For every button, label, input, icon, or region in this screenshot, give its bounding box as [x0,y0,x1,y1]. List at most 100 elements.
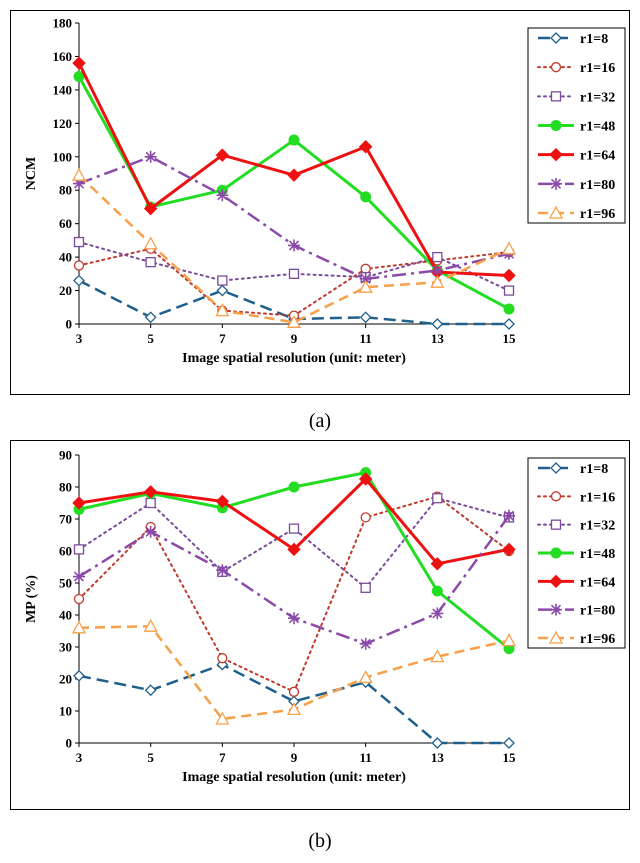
chart-b-legend-swatch-marker [550,519,562,530]
chart-b-x-tick-label: 13 [431,750,445,765]
chart-a-x-tick-label: 3 [76,331,83,346]
chart-a-legend-item-r1=64: r1=64 [538,147,615,164]
chart-b-data-point-r1=32 [360,582,371,593]
chart-b-data-point-r1=64 [72,496,86,510]
chart-a-y-tick-label: 40 [59,250,72,265]
chart-b-data-point-r1=8 [431,737,444,749]
chart-b-y-tick-label: 0 [66,736,73,751]
chart-a-legend-label: r1=80 [580,178,615,193]
chart-a-series-r1=16 [73,243,515,321]
chart-a-legend: r1=8 r1=16 r1=32 r1=48 r1=64 r1=80 r1=96 [527,27,626,224]
chart-b-y-tick-label: 90 [59,448,72,463]
chart-b-data-point-r1=96 [501,633,517,647]
chart-a-x-tick-label: 5 [147,331,154,346]
chart-b-series-r1=96 [71,618,517,725]
chart-b-data-point-r1=64 [143,485,158,499]
chart-a-data-point-r1=32 [503,285,515,296]
chart-a-data-point-r1=64 [72,56,86,70]
chart-a-data-point-r1=96 [143,236,158,250]
chart-b-data-point-r1=48 [288,481,300,493]
chart-b-legend: r1=8 r1=16 r1=32 r1=48 r1=64 r1=80 r1=96 [527,457,626,649]
chart-b-data-point-r1=80 [73,570,85,583]
chart-b-y-axis-title: MP (%) [24,575,39,623]
chart-panel-b: 0 10 20 30 40 50 60 70 80 90 3 5 7 9 11 13 15 Image spati… [10,440,630,810]
chart-b-data-point-r1=32 [288,523,300,534]
chart-a-y-tick-label: 60 [59,216,72,231]
chart-b-data-point-r1=80 [144,525,157,538]
chart-b-y-tick-label: 70 [59,512,72,527]
chart-a-data-point-r1=96 [215,303,230,317]
chart-b-data-point-r1=16 [288,686,300,697]
chart-b-svg: 0 10 20 30 40 50 60 70 80 90 3 5 7 9 11 13 15 Image spati… [24,448,626,785]
chart-a-data-point-r1=96 [286,314,302,328]
chart-b-data-point-r1=64 [502,542,516,557]
chart-b-series-r1=80 [73,509,515,650]
chart-b-x-tick-label: 7 [219,750,226,765]
chart-a-x-tick-label: 15 [503,331,517,346]
chart-a-data-point-r1=64 [143,201,158,216]
chart-a-data-point-r1=32 [288,268,300,279]
chart-b-legend-label: r1=80 [580,604,615,619]
chart-b-x-tick-label: 15 [503,750,517,765]
chart-b-legend-item-r1=80: r1=80 [538,604,615,619]
chart-b-legend-item-r1=48: r1=48 [538,547,615,562]
chart-a-data-point-r1=96 [501,241,517,255]
chart-a-legend-item-r1=48: r1=48 [538,120,615,135]
chart-b-series-r1=16 [73,491,515,697]
chart-a-data-point-r1=64 [215,148,230,162]
chart-a-legend-item-r1=80: r1=80 [538,177,615,193]
chart-a-legend-swatch-marker [550,177,562,190]
chart-b-data-point-r1=96 [430,649,445,663]
caption-a: (a) [308,410,332,432]
chart-a-svg: 0 20 40 60 80 100 120 140 160 180 3 5 7 9 11 13 15 Image … [24,16,626,366]
chart-a-legend-label: r1=32 [580,90,615,105]
chart-b-data-point-r1=96 [358,670,373,684]
chart-b-legend-item-r1=8: r1=8 [538,462,608,477]
chart-a-data-point-r1=32 [73,236,85,248]
chart-a-legend-label: r1=48 [580,120,615,135]
chart-a-data-point-r1=32 [432,251,443,263]
chart-a-legend-item-r1=96: r1=96 [538,205,615,222]
chart-b-data-point-r1=80 [359,637,372,650]
chart-a-data-point-r1=48 [503,303,515,315]
chart-a-y-tick-label: 180 [53,16,73,31]
chart-a-x-tick-label: 7 [219,331,226,346]
chart-b-x-tick-label: 11 [360,750,372,765]
chart-a-data-point-r1=8 [503,318,515,330]
chart-b-legend-label: r1=8 [580,462,608,477]
chart-a-legend-item-r1=16: r1=16 [537,61,615,76]
chart-b-legend-swatch-marker [550,462,562,474]
chart-a-legend-swatch-marker [550,120,562,131]
chart-b-legend-swatch-marker [549,574,563,589]
chart-a-data-point-r1=16 [360,263,371,274]
chart-b-series-group [71,467,517,749]
chart-a-data-point-r1=96 [430,274,445,288]
chart-b-legend-label: r1=48 [580,547,615,562]
chart-b-data-point-r1=32 [73,544,85,555]
chart-a-data-point-r1=96 [71,167,87,181]
chart-b-y-tick-label: 30 [59,640,72,655]
chart-b-y-tick-label: 50 [59,576,72,591]
chart-b-data-point-r1=80 [431,607,444,620]
chart-panel-a: 0 20 40 60 80 100 120 140 160 180 3 5 7 9 11 13 15 Image … [10,10,630,395]
chart-b-x-axis-title: Image spatial resolution (unit: meter) [182,770,406,785]
chart-b-legend-item-r1=32: r1=32 [537,519,615,534]
chart-b-legend-item-r1=16: r1=16 [537,490,615,505]
chart-b-legend-swatch-marker [550,491,562,502]
chart-b-data-point-r1=8 [144,684,157,697]
chart-b-data-point-r1=32 [145,497,156,509]
chart-b-data-point-r1=64 [215,494,230,509]
chart-a-y-tick-label: 20 [59,283,72,298]
chart-a-data-point-r1=80 [359,272,372,285]
chart-b-y-tick-label: 80 [59,480,72,495]
chart-b-data-point-r1=96 [143,618,158,632]
chart-b-data-point-r1=32 [432,493,443,504]
chart-a-legend-swatch-marker [549,147,563,162]
chart-b-data-point-r1=8 [73,669,85,682]
chart-b-data-point-r1=8 [503,737,515,749]
chart-a-x-tick-label: 13 [431,331,445,346]
chart-a-axes: 0 20 40 60 80 100 120 140 160 180 3 5 7 9 11 13 15 [53,16,517,347]
chart-a-data-point-r1=16 [73,260,85,271]
chart-b-legend-swatch-marker [550,547,562,559]
chart-a-legend-label: r1=96 [580,207,615,222]
